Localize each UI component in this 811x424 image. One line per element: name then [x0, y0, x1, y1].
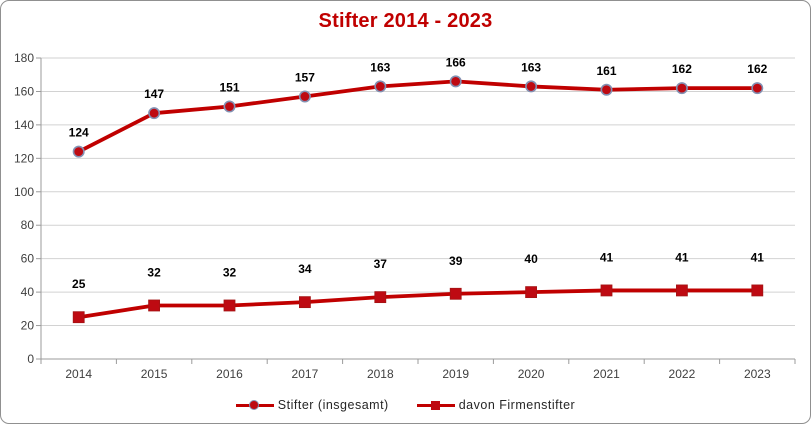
data-point-marker: [525, 80, 538, 93]
y-tick-label: 160: [14, 84, 34, 98]
y-tick-label: 180: [14, 51, 34, 65]
y-tick-label: 20: [21, 319, 35, 333]
data-point-marker: [676, 284, 688, 297]
x-tick-label: 2017: [292, 367, 319, 381]
data-point-marker: [223, 100, 236, 113]
legend-item-stifter-insgesamt: Stifter (insgesamt): [235, 398, 389, 412]
data-point-marker: [374, 291, 387, 304]
data-label: 147: [144, 87, 164, 101]
data-point-marker: [449, 75, 462, 88]
data-label: 39: [449, 254, 463, 268]
data-label: 162: [672, 62, 692, 76]
x-tick-label: 2014: [65, 367, 92, 381]
data-label: 166: [446, 55, 466, 69]
data-label: 34: [298, 262, 312, 276]
data-point-marker: [148, 299, 161, 312]
data-point-marker: [600, 284, 613, 297]
x-tick-label: 2021: [593, 367, 620, 381]
data-label: 32: [147, 265, 161, 279]
legend: Stifter (insgesamt) davon Firmenstifter: [1, 392, 810, 418]
data-point-marker: [374, 80, 387, 93]
x-tick-label: 2022: [669, 367, 696, 381]
x-tick-label: 2015: [141, 367, 168, 381]
data-label: 25: [72, 277, 86, 291]
x-tick-label: 2018: [367, 367, 394, 381]
series-line-0: [76, 79, 760, 154]
data-point-marker: [675, 82, 688, 95]
data-label: 163: [521, 60, 541, 74]
data-point-marker: [148, 107, 161, 120]
data-point-marker: [525, 286, 537, 299]
data-point-marker: [72, 145, 85, 158]
x-tick-label: 2020: [518, 367, 545, 381]
data-point-marker: [449, 287, 462, 300]
legend-item-davon-firmenstifter: davon Firmenstifter: [416, 398, 576, 412]
data-point-marker: [72, 311, 85, 324]
data-point-marker: [751, 82, 764, 95]
data-label: 157: [295, 70, 315, 84]
data-label: 32: [223, 265, 237, 279]
data-label: 37: [374, 257, 388, 271]
line-circle-marker-icon: [235, 399, 274, 412]
y-tick-label: 100: [14, 185, 34, 199]
circle-marker-icon: [248, 399, 259, 410]
data-label: 41: [751, 250, 765, 264]
data-label: 151: [219, 80, 239, 94]
data-point-marker: [223, 299, 236, 312]
data-label: 40: [524, 252, 538, 266]
y-tick-label: 80: [21, 218, 35, 232]
legend-label-stifter-insgesamt: Stifter (insgesamt): [277, 398, 389, 412]
data-point-marker: [751, 284, 764, 297]
x-tick-label: 2019: [442, 367, 469, 381]
data-point-marker: [298, 296, 311, 309]
x-tick-label: 2016: [216, 367, 243, 381]
y-tick-label: 120: [14, 151, 34, 165]
data-label: 41: [675, 250, 689, 264]
data-label: 163: [370, 60, 390, 74]
series-line-1: [76, 288, 760, 320]
x-tick-label: 2023: [744, 367, 771, 381]
chart-title: Stifter 2014 - 2023: [318, 10, 493, 32]
y-tick-label: 0: [27, 352, 34, 366]
square-marker-icon: [430, 400, 440, 410]
y-tick-label: 140: [14, 118, 34, 132]
data-point-marker: [600, 83, 613, 96]
data-label: 41: [600, 250, 614, 264]
y-tick-label: 40: [21, 285, 35, 299]
legend-label-davon-firmenstifter: davon Firmenstifter: [458, 398, 576, 412]
data-point-marker: [298, 90, 311, 103]
y-tick-label: 60: [21, 252, 35, 266]
line-square-marker-icon: [416, 399, 455, 412]
data-label: 124: [69, 126, 89, 140]
data-label: 161: [596, 64, 616, 78]
data-label: 162: [747, 62, 767, 76]
